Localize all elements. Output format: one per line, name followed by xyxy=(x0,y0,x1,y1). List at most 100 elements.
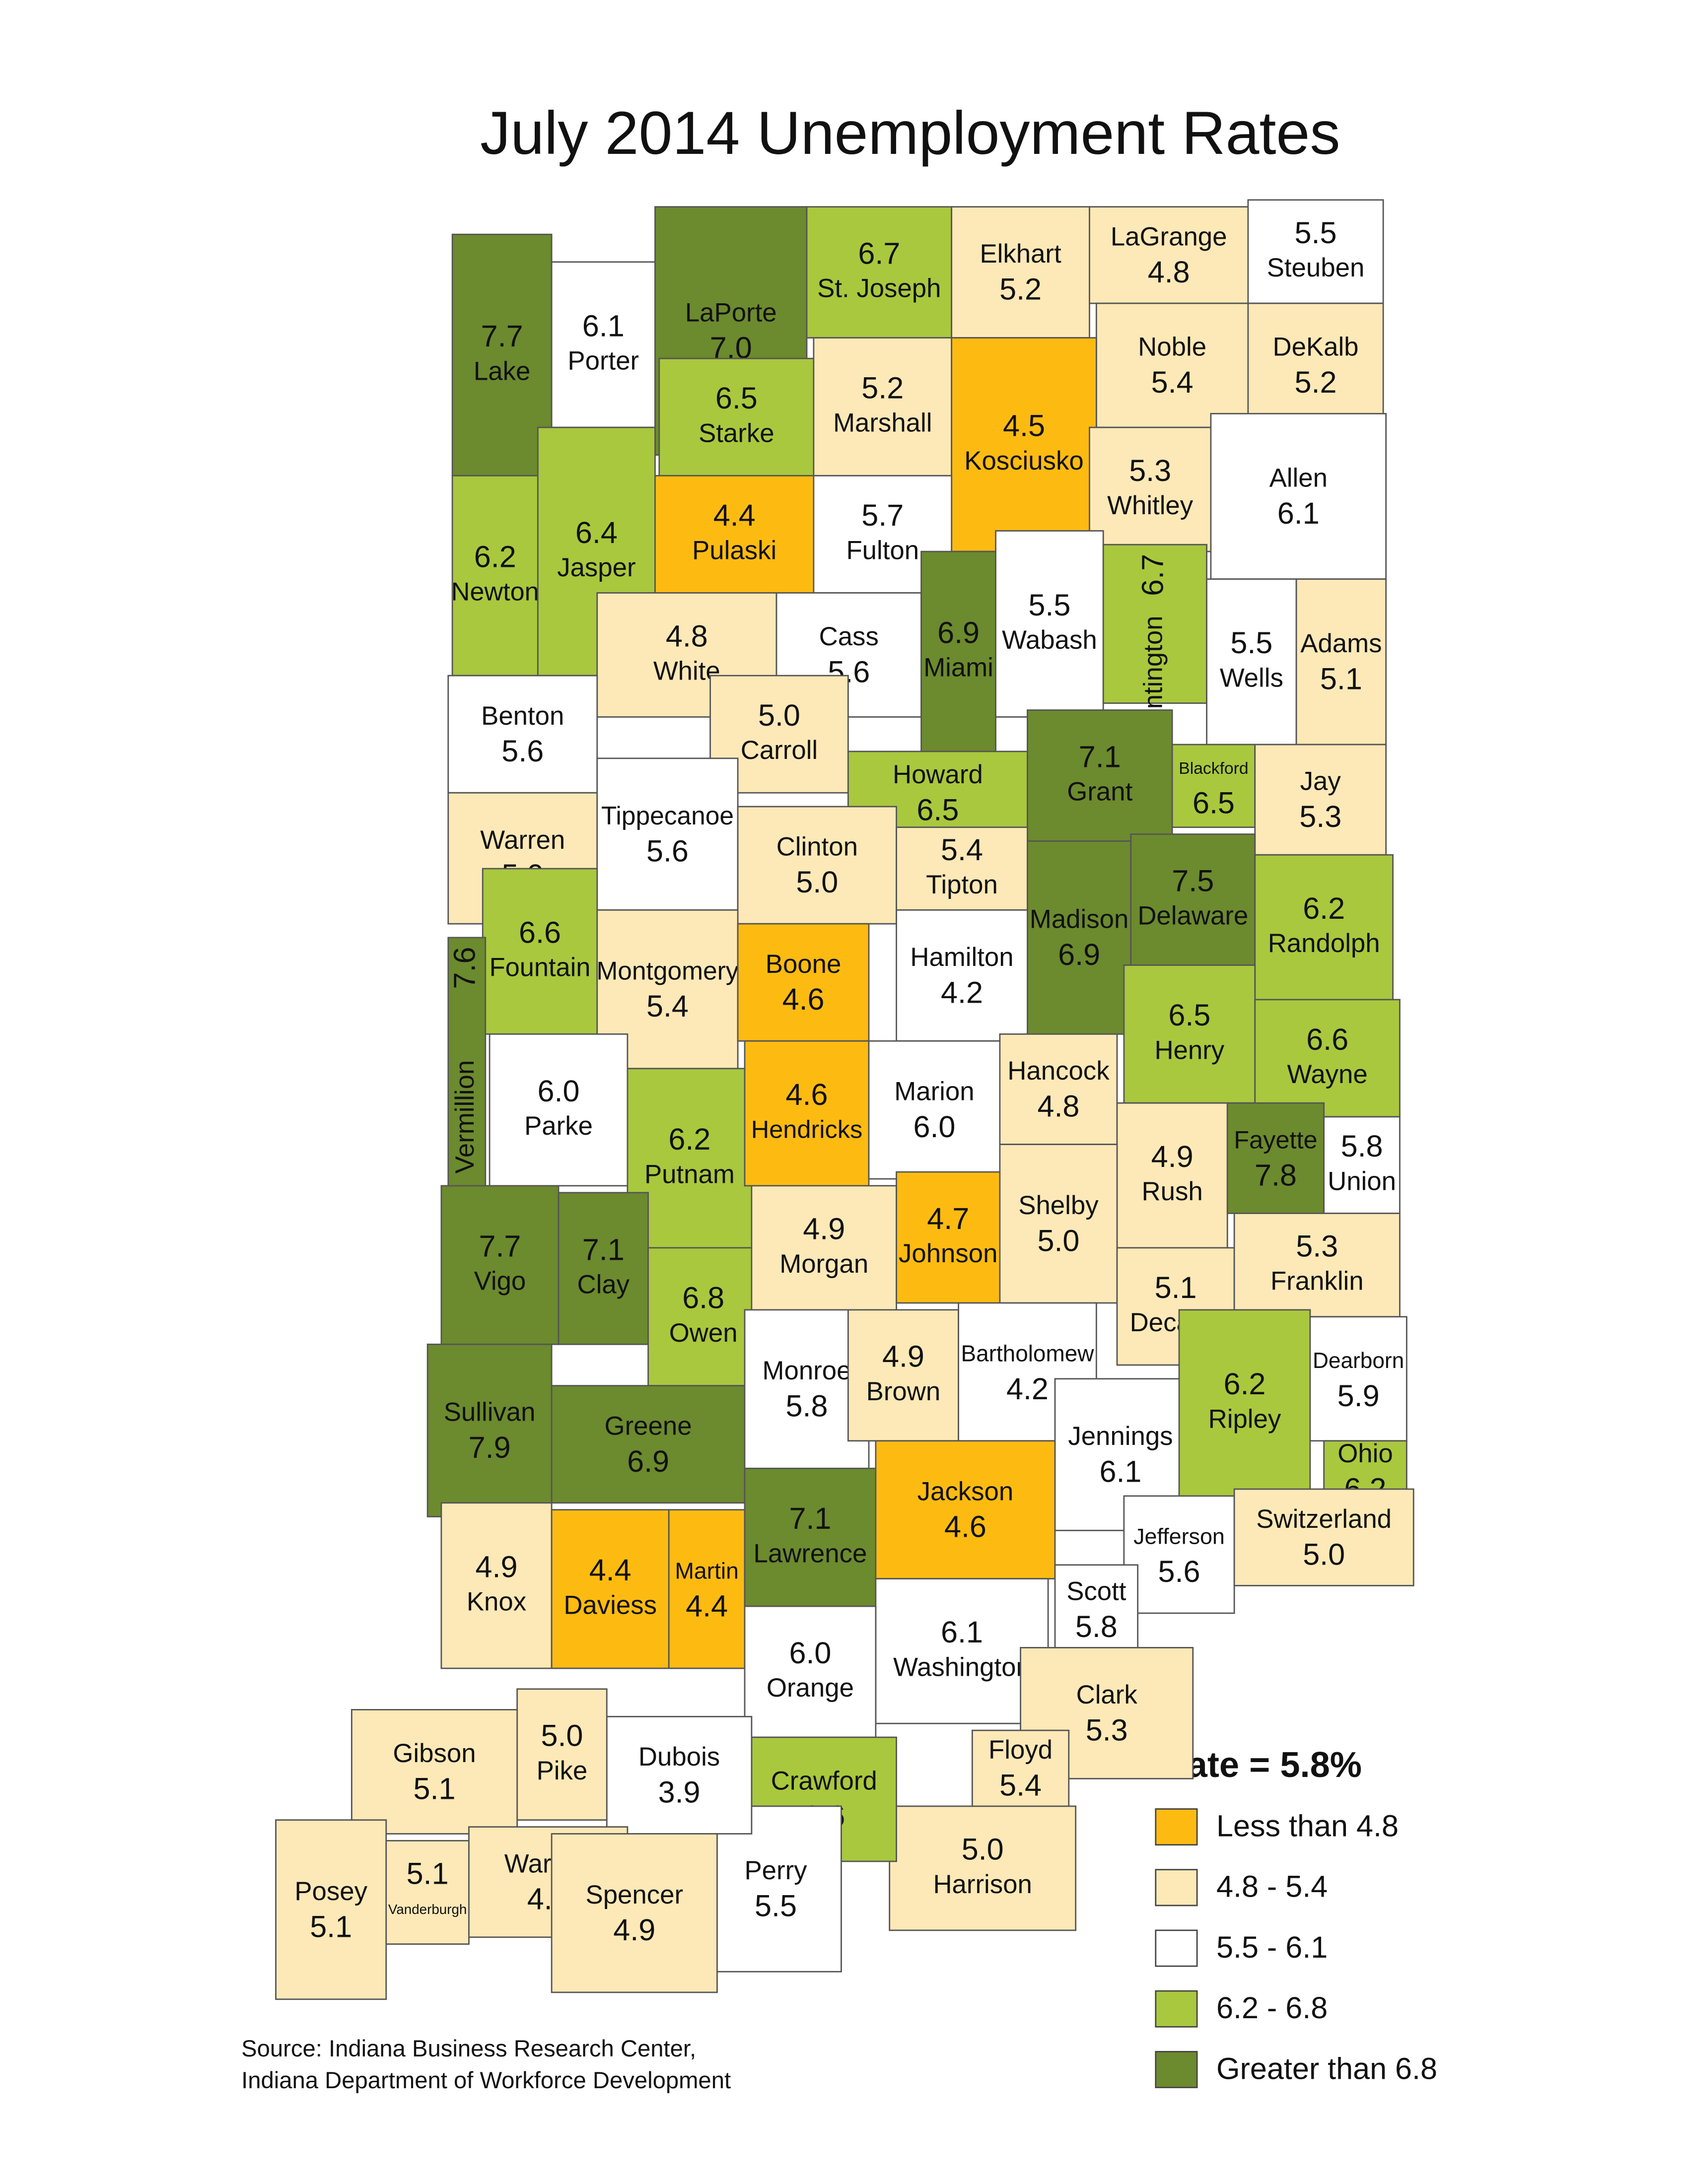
county-name: Fulton xyxy=(846,536,919,565)
county-name: Martin xyxy=(675,1558,739,1583)
county-name: Posey xyxy=(294,1877,367,1906)
county-value: 6.1 xyxy=(582,309,625,342)
county-value: 4.8 xyxy=(1037,1089,1079,1123)
county xyxy=(1095,302,1249,428)
county-name: Jefferson xyxy=(1133,1523,1225,1549)
county-name: Orange xyxy=(767,1673,854,1703)
county xyxy=(447,675,598,794)
county-name: Wayne xyxy=(1287,1060,1367,1089)
county-name: Starke xyxy=(699,418,774,448)
county xyxy=(896,826,1028,911)
county-value: 4.9 xyxy=(803,1212,845,1246)
county-name: Owen xyxy=(669,1318,738,1348)
county-name: Warren xyxy=(480,825,565,855)
county-value: 6.7 xyxy=(858,236,900,270)
county-name: Tipton xyxy=(926,870,998,899)
county-name: Dubois xyxy=(638,1742,720,1772)
county-value: 6.9 xyxy=(937,615,980,649)
county-name: Jackson xyxy=(917,1477,1014,1506)
county-value: 6.9 xyxy=(627,1444,669,1478)
county-value: 7.7 xyxy=(481,319,523,353)
county-value: 6.7 xyxy=(1136,554,1170,596)
county-name: Parke xyxy=(524,1111,593,1141)
county-name: Marion xyxy=(894,1077,974,1106)
county-value: 5.8 xyxy=(1341,1129,1383,1163)
county xyxy=(1226,1102,1325,1214)
county-name: Kosciusko xyxy=(964,446,1084,476)
legend-label: 6.2 - 6.8 xyxy=(1216,1991,1328,2025)
county-value: 5.6 xyxy=(1158,1555,1200,1588)
county-value: 5.1 xyxy=(407,1856,449,1890)
county-name: Crawford xyxy=(771,1767,877,1796)
county-name: Fayette xyxy=(1234,1125,1317,1154)
county-value: 6.0 xyxy=(789,1636,831,1670)
county xyxy=(516,1688,608,1821)
county-name: Pulaski xyxy=(692,536,776,565)
county-name: Johnson xyxy=(899,1239,998,1268)
county xyxy=(744,1467,877,1607)
county-value: 6.1 xyxy=(941,1615,983,1649)
county-name: Clark xyxy=(1076,1680,1138,1709)
county-value: 7.6 xyxy=(447,947,481,989)
county-name: Scott xyxy=(1066,1577,1126,1606)
county-name: Hendricks xyxy=(751,1115,863,1144)
county-name: Ripley xyxy=(1208,1404,1281,1433)
county-name: Vigo xyxy=(474,1267,526,1296)
county-value: 4.8 xyxy=(1148,255,1190,289)
county-value: 6.9 xyxy=(1058,938,1100,971)
county-name: Switzerland xyxy=(1256,1504,1392,1534)
county xyxy=(1233,1213,1401,1318)
county-value: 4.9 xyxy=(882,1340,924,1373)
county-value: 4.2 xyxy=(941,975,983,1009)
county xyxy=(1247,302,1384,428)
county-name: Wells xyxy=(1220,663,1283,692)
county-name: Brown xyxy=(866,1377,941,1406)
county xyxy=(551,261,656,428)
county xyxy=(896,1171,1001,1304)
county-value: 5.7 xyxy=(861,498,904,532)
county-value: 4.5 xyxy=(1003,409,1045,443)
county xyxy=(1254,854,1394,1001)
county xyxy=(847,1309,959,1442)
county-name: Rush xyxy=(1142,1177,1203,1206)
county xyxy=(1247,199,1384,304)
county-value: 5.6 xyxy=(501,734,544,768)
county-name: Fountain xyxy=(490,954,591,982)
county xyxy=(1295,578,1387,746)
county-value: 4.2 xyxy=(1006,1372,1049,1406)
county-name: Vanderburgh xyxy=(388,1902,467,1917)
county-name: Monroe xyxy=(763,1356,851,1385)
county-name: Floyd xyxy=(988,1735,1053,1765)
county-name: Bartholomew xyxy=(961,1341,1094,1366)
county-value: 6.5 xyxy=(715,381,758,415)
county-name: Allen xyxy=(1269,464,1328,493)
county-name: Union xyxy=(1328,1166,1396,1196)
county xyxy=(351,1709,518,1835)
county-name: Benton xyxy=(481,701,564,731)
county xyxy=(551,1509,670,1669)
county-name: Boone xyxy=(766,950,842,979)
county-name: Steuben xyxy=(1267,253,1365,282)
county-value: 5.5 xyxy=(1295,216,1337,250)
county-value: 6.2 xyxy=(668,1122,710,1156)
county-value: 7.8 xyxy=(1255,1158,1297,1192)
county xyxy=(654,475,815,594)
county-value: 5.5 xyxy=(1028,588,1070,622)
county-name: Ohio xyxy=(1337,1439,1393,1468)
county-name: Washington xyxy=(893,1652,1031,1682)
county xyxy=(1027,709,1173,842)
county-value: 6.2 xyxy=(474,540,516,574)
county xyxy=(558,1192,649,1345)
county-value: 6.4 xyxy=(575,516,618,549)
county xyxy=(606,1715,753,1835)
county xyxy=(971,1729,1070,1807)
county-value: 6.2 xyxy=(1223,1367,1266,1401)
county-value: 4.4 xyxy=(713,498,756,532)
county xyxy=(737,806,897,925)
county xyxy=(889,1805,1077,1931)
county xyxy=(1233,1488,1414,1586)
county-value: 7.5 xyxy=(1172,864,1214,897)
county-value: 6.6 xyxy=(1306,1023,1348,1056)
county xyxy=(1130,833,1256,966)
county xyxy=(1054,1564,1139,1655)
